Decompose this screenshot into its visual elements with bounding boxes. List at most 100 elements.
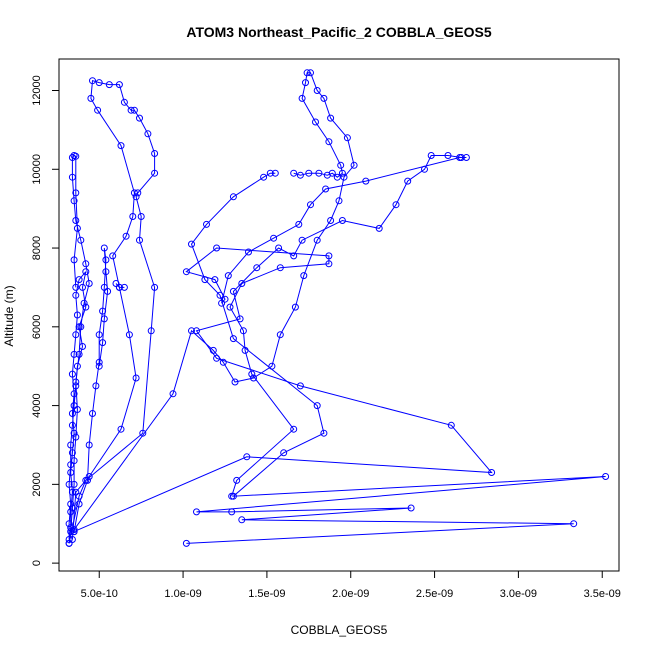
data-point bbox=[229, 335, 237, 343]
data-point bbox=[99, 307, 107, 315]
data-point bbox=[211, 276, 219, 284]
data-point bbox=[134, 189, 142, 197]
series-line bbox=[70, 154, 90, 532]
data-point bbox=[70, 528, 78, 536]
y-tick-label: 2000 bbox=[31, 472, 43, 496]
data-point bbox=[182, 268, 190, 276]
data-point bbox=[115, 81, 123, 89]
data-point bbox=[228, 492, 236, 500]
flight-profile-7 bbox=[182, 169, 610, 547]
data-point bbox=[70, 256, 78, 264]
data-point bbox=[95, 79, 103, 87]
data-point bbox=[421, 165, 428, 173]
series-line bbox=[186, 172, 606, 544]
data-point bbox=[72, 189, 80, 197]
data-point bbox=[224, 272, 232, 280]
data-point bbox=[270, 234, 278, 242]
data-point bbox=[229, 193, 237, 201]
data-point bbox=[75, 350, 83, 358]
x-tick-label: 1.0e-09 bbox=[164, 588, 201, 600]
data-point bbox=[307, 201, 314, 209]
data-point bbox=[72, 152, 80, 160]
chart-title: ATOM3 Northeast_Pacific_2 COBBLA_GEOS5 bbox=[186, 24, 491, 40]
data-point bbox=[75, 500, 83, 508]
data-point bbox=[404, 177, 412, 185]
data-point bbox=[213, 354, 221, 362]
data-point bbox=[188, 327, 195, 335]
data-point bbox=[147, 327, 155, 335]
data-point bbox=[102, 268, 110, 276]
data-point bbox=[338, 169, 346, 177]
data-point bbox=[392, 201, 400, 209]
data-point bbox=[335, 197, 343, 205]
data-point bbox=[100, 244, 108, 252]
data-point bbox=[291, 303, 299, 311]
y-axis-label: Altitude (m) bbox=[2, 285, 16, 346]
flight-profile-6 bbox=[70, 69, 358, 534]
data-point bbox=[95, 362, 103, 370]
data-point bbox=[95, 331, 103, 339]
data-point bbox=[296, 382, 304, 390]
y-tick-label: 0 bbox=[31, 560, 43, 566]
data-point bbox=[213, 244, 221, 252]
data-point bbox=[276, 331, 284, 339]
data-point bbox=[75, 276, 83, 284]
data-point bbox=[182, 539, 190, 547]
data-point bbox=[313, 87, 321, 94]
data-point bbox=[276, 264, 284, 272]
data-point bbox=[80, 299, 88, 307]
data-point bbox=[68, 421, 76, 429]
data-point bbox=[193, 508, 200, 516]
x-tick-label: 2.0e-09 bbox=[332, 588, 369, 600]
flight-profile-8 bbox=[70, 152, 496, 536]
y-tick-label: 8000 bbox=[31, 236, 43, 260]
data-point bbox=[375, 224, 383, 232]
data-point bbox=[266, 169, 274, 177]
data-point bbox=[129, 213, 137, 220]
data-point bbox=[298, 94, 306, 102]
data-point bbox=[79, 283, 86, 291]
data-point bbox=[77, 236, 85, 244]
data-point bbox=[89, 410, 96, 417]
data-point bbox=[72, 217, 80, 224]
data-point bbox=[320, 429, 328, 437]
data-point bbox=[68, 504, 76, 512]
data-point bbox=[462, 154, 470, 161]
data-point bbox=[236, 315, 244, 323]
data-point bbox=[65, 520, 73, 528]
data-point bbox=[248, 370, 256, 378]
y-tick-label: 4000 bbox=[31, 393, 43, 417]
data-point bbox=[70, 390, 78, 398]
data-point bbox=[325, 252, 333, 260]
data-point bbox=[253, 264, 261, 272]
y-tick-label: 10000 bbox=[31, 154, 43, 185]
data-point bbox=[303, 69, 311, 77]
data-point bbox=[323, 171, 331, 179]
data-point bbox=[327, 217, 335, 224]
x-tick-label: 5.0e-10 bbox=[81, 588, 118, 600]
data-point bbox=[193, 327, 200, 335]
data-point bbox=[602, 473, 610, 480]
data-point bbox=[260, 173, 268, 181]
data-point bbox=[70, 480, 78, 488]
data-point bbox=[313, 236, 321, 244]
data-point bbox=[104, 287, 112, 295]
data-point bbox=[67, 500, 75, 508]
data-point bbox=[68, 154, 76, 161]
data-point bbox=[169, 390, 177, 398]
y-tick-label: 12000 bbox=[31, 75, 43, 106]
data-point bbox=[427, 152, 435, 159]
data-point bbox=[290, 425, 298, 433]
y-axis: 0 2000 4000 6000 8000 10000 12000 bbox=[31, 75, 59, 566]
data-point bbox=[444, 152, 452, 159]
data-point bbox=[219, 358, 227, 366]
data-point bbox=[115, 283, 123, 291]
data-point bbox=[275, 244, 283, 252]
data-point bbox=[188, 240, 195, 248]
data-point bbox=[72, 283, 80, 291]
data-point bbox=[109, 252, 117, 260]
data-point bbox=[136, 236, 143, 244]
data-point bbox=[340, 173, 348, 181]
plot-area bbox=[65, 69, 610, 547]
